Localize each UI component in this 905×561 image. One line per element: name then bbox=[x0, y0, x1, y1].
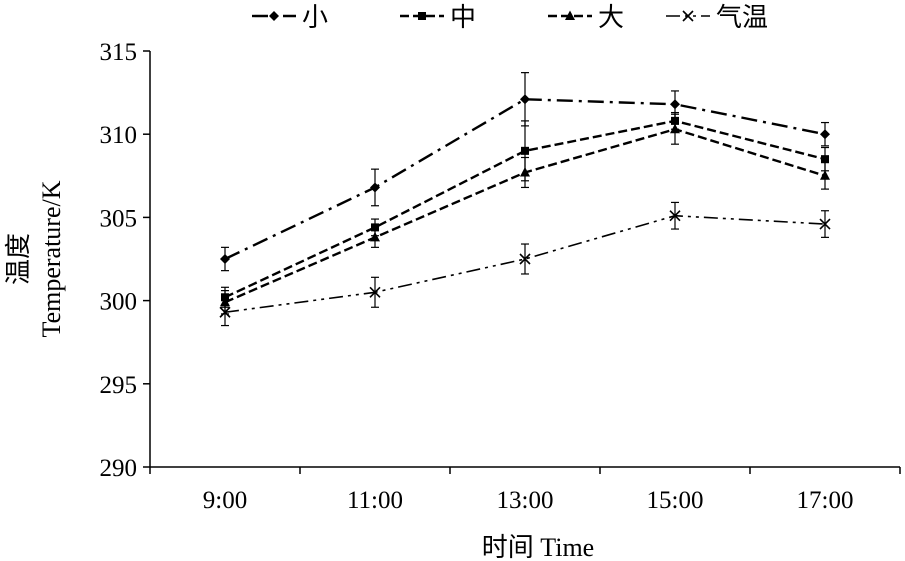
series-3 bbox=[220, 113, 830, 315]
series-4 bbox=[219, 201, 831, 327]
legend-item-4: 气温 bbox=[666, 3, 768, 32]
y-axis-title-en: Temperature/K bbox=[37, 180, 66, 337]
data-point bbox=[519, 253, 531, 265]
series-1 bbox=[220, 72, 830, 272]
x-tick-label: 11:00 bbox=[347, 487, 403, 514]
legend-marker bbox=[682, 10, 694, 22]
data-point bbox=[370, 182, 380, 193]
y-axis-title-cn: 温度 bbox=[4, 233, 33, 285]
series-2 bbox=[221, 111, 829, 308]
legend-item-3: 大 bbox=[548, 3, 624, 32]
data-point bbox=[819, 218, 831, 230]
x-axis-title: 时间 Time bbox=[482, 533, 594, 561]
data-point bbox=[670, 99, 680, 110]
data-point bbox=[369, 286, 381, 298]
legend-item-1: 小 bbox=[252, 3, 328, 32]
series-line bbox=[224, 98, 826, 261]
y-tick-label: 295 bbox=[100, 372, 138, 399]
y-axis-title: 温度 Temperature/K bbox=[4, 180, 66, 337]
data-point bbox=[220, 254, 230, 264]
legend-label: 大 bbox=[598, 3, 624, 32]
data-point bbox=[821, 155, 829, 164]
data-point bbox=[521, 146, 529, 155]
legend-marker bbox=[565, 10, 575, 20]
legend-marker bbox=[418, 12, 426, 20]
y-tick-label: 290 bbox=[100, 455, 138, 482]
legend-label: 小 bbox=[302, 3, 328, 32]
legend-label: 中 bbox=[450, 3, 476, 32]
axes: 290 295 300 305 310 315 9:00 11:00 13:00 15:00 17:… bbox=[100, 39, 901, 514]
legend-marker bbox=[269, 11, 279, 21]
data-point bbox=[820, 170, 830, 180]
y-tick-label: 305 bbox=[100, 205, 138, 232]
y-tick-label: 300 bbox=[100, 289, 138, 316]
x-tick-label: 9:00 bbox=[203, 487, 247, 514]
legend: 小 中 大 气温 bbox=[252, 3, 768, 32]
legend-item-2: 中 bbox=[400, 3, 476, 32]
series-line bbox=[224, 214, 826, 314]
data-point bbox=[520, 94, 530, 105]
x-tick-label: 15:00 bbox=[647, 487, 704, 514]
x-tick-label: 17:00 bbox=[797, 487, 854, 514]
data-point bbox=[219, 306, 231, 318]
legend-label: 气温 bbox=[716, 3, 768, 32]
plot-area bbox=[219, 72, 831, 327]
data-point bbox=[820, 129, 830, 140]
data-point bbox=[669, 210, 681, 222]
x-tick-label: 13:00 bbox=[497, 487, 554, 514]
data-point bbox=[520, 166, 530, 177]
y-tick-label: 315 bbox=[100, 39, 138, 66]
data-point bbox=[670, 123, 680, 134]
y-tick-label: 310 bbox=[100, 122, 138, 149]
data-point bbox=[370, 231, 380, 242]
